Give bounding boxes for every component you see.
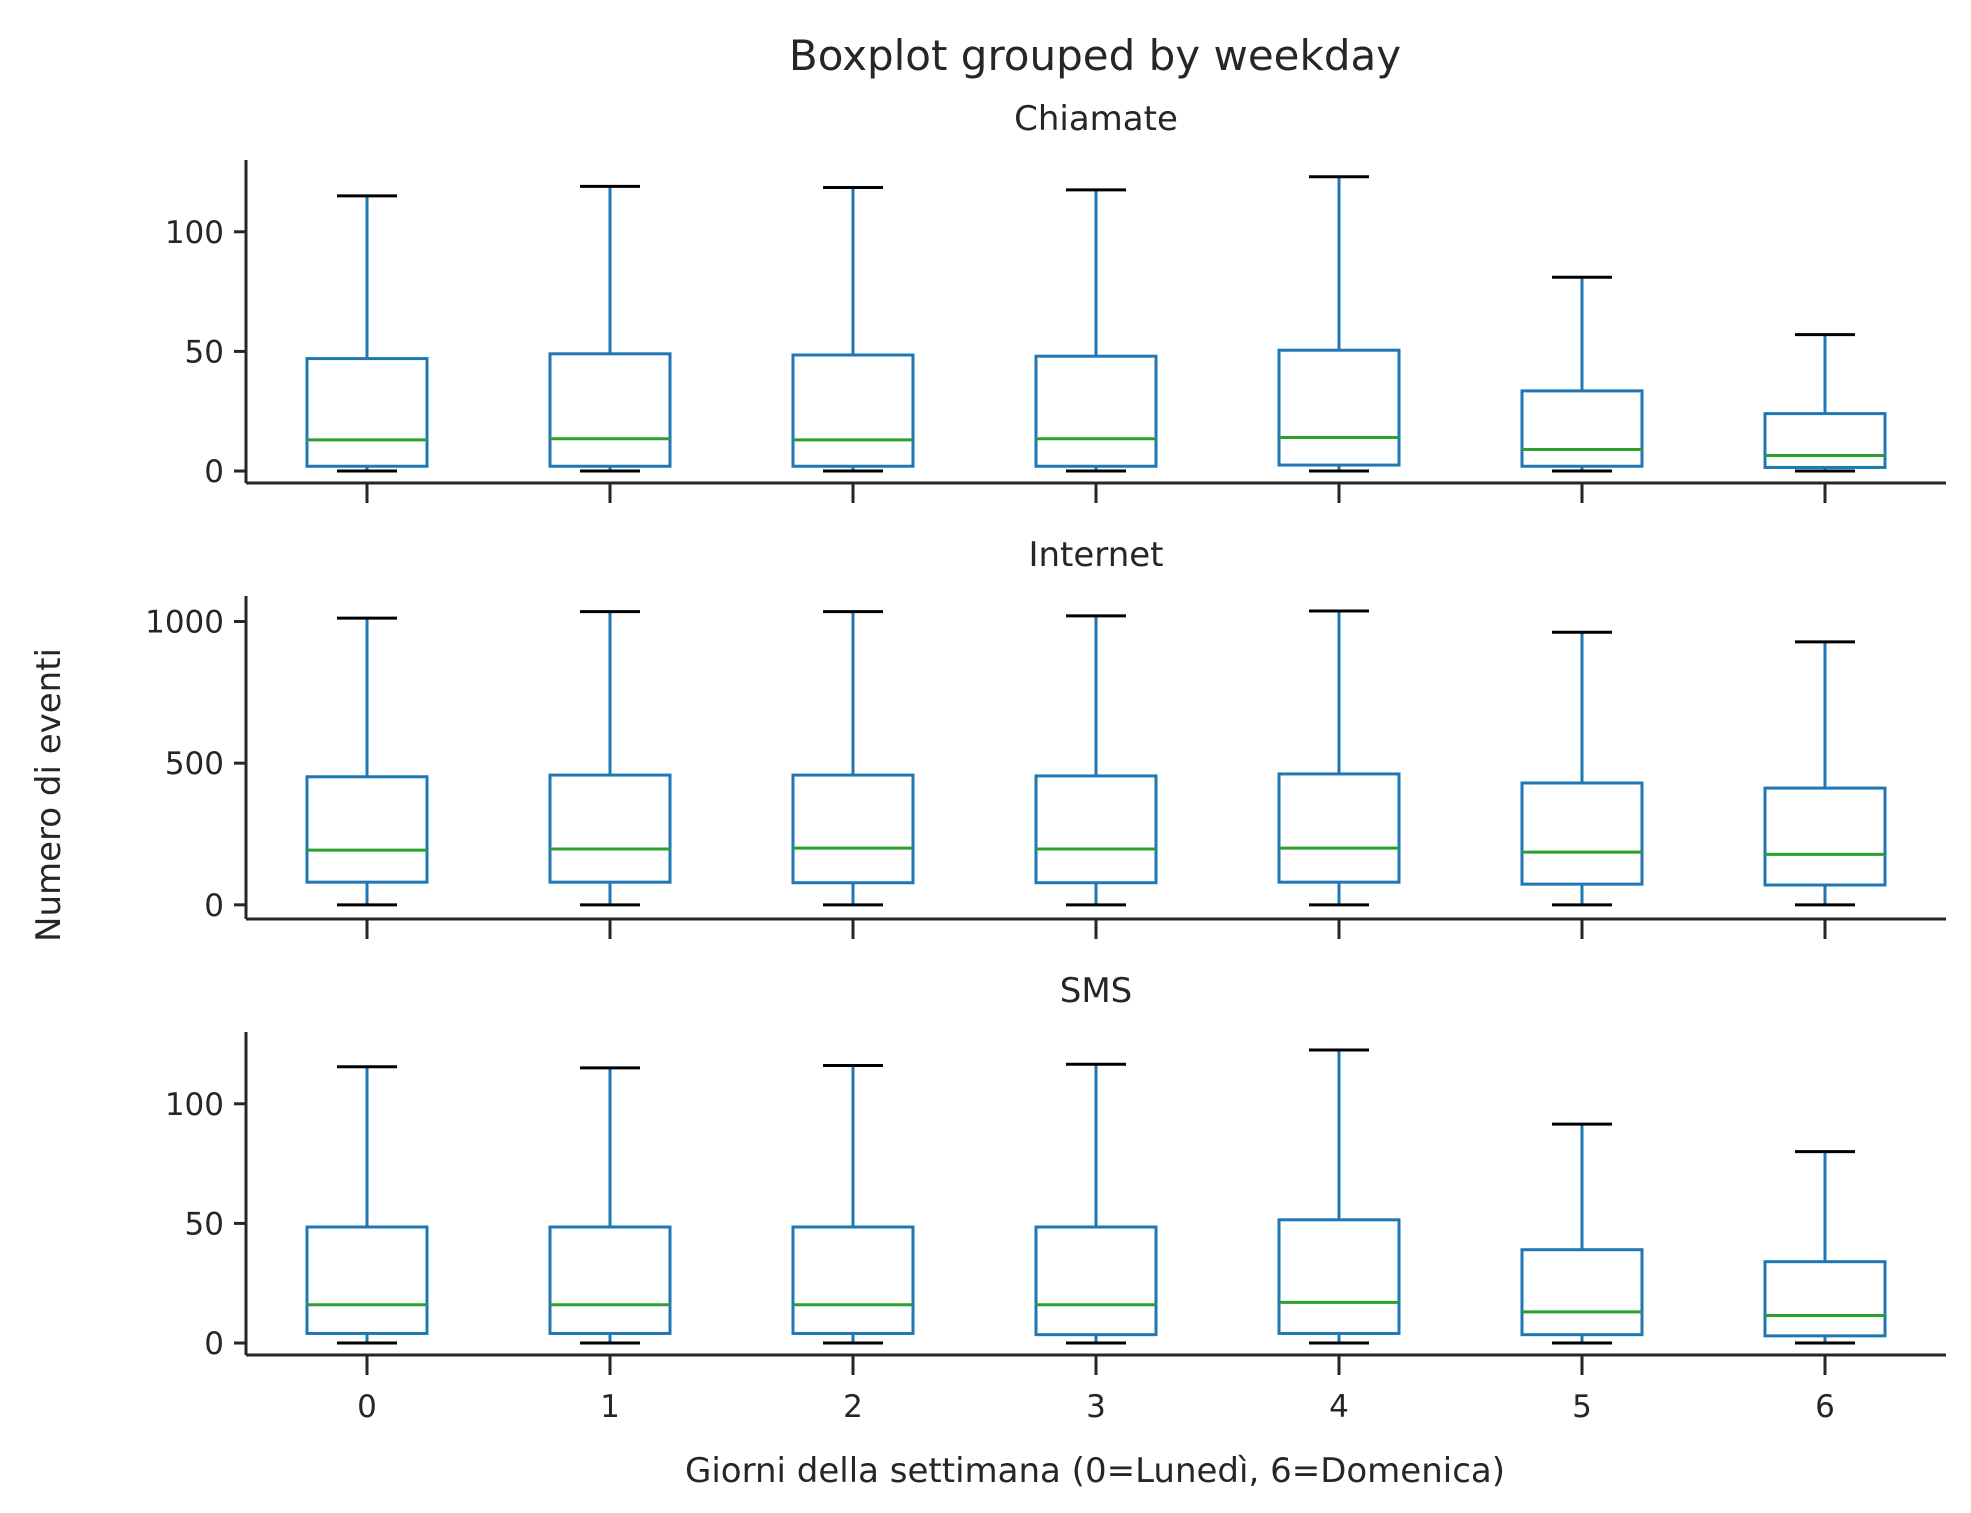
panel-sms: SMS 0 50 100 0 1 2 3 4 5 6	[165, 971, 1946, 1425]
y-tick-label: 500	[165, 746, 224, 782]
box-5	[1520, 275, 1644, 473]
box-2	[791, 610, 915, 907]
box-6	[1763, 1150, 1887, 1345]
iqr-box	[791, 1225, 915, 1335]
box-1	[548, 184, 672, 473]
box-4	[1277, 609, 1401, 907]
y-axis-label: Numero di eventi	[29, 648, 69, 942]
box-0	[305, 1065, 429, 1345]
panel-internet: Internet 0 500 1000	[145, 535, 1946, 939]
x-tick-label: 3	[1086, 1389, 1106, 1425]
panel-chiamate: Chiamate 0 50 100	[165, 99, 1946, 503]
box-3	[1034, 614, 1158, 907]
y-tick-label: 50	[185, 1206, 224, 1242]
x-axis-label: Giorni della settimana (0=Lunedì, 6=Dome…	[685, 1451, 1505, 1491]
box-1	[548, 1066, 672, 1345]
x-tick-label: 1	[600, 1389, 620, 1425]
box-6	[1763, 333, 1887, 473]
box-2	[791, 186, 915, 473]
box-4	[1277, 1048, 1401, 1345]
iqr-box	[1277, 1218, 1401, 1335]
iqr-box	[1520, 389, 1644, 468]
iqr-box	[1034, 1225, 1158, 1337]
panel-title: Chiamate	[1014, 99, 1178, 139]
iqr-box	[305, 775, 429, 884]
iqr-box	[1034, 354, 1158, 468]
box-0	[305, 616, 429, 907]
iqr-box	[791, 773, 915, 885]
iqr-box	[305, 1225, 429, 1335]
y-tick-label: 0	[204, 454, 224, 490]
iqr-box	[1520, 781, 1644, 886]
panel-title: Internet	[1028, 535, 1163, 575]
x-tick-label: 6	[1815, 1389, 1835, 1425]
iqr-box	[548, 1225, 672, 1335]
iqr-box	[1763, 786, 1887, 887]
panel-title: SMS	[1060, 971, 1133, 1011]
y-tick-label: 1000	[145, 605, 224, 641]
box-0	[305, 194, 429, 473]
y-tick-label: 100	[165, 215, 224, 251]
box-3	[1034, 188, 1158, 473]
y-tick-label: 0	[204, 888, 224, 924]
chart-title: Boxplot grouped by weekday	[789, 31, 1401, 80]
box-2	[791, 1063, 915, 1345]
iqr-box	[1277, 772, 1401, 884]
iqr-box	[1034, 774, 1158, 885]
iqr-box	[548, 773, 672, 884]
x-tick-label: 5	[1572, 1389, 1592, 1425]
iqr-box	[305, 357, 429, 468]
x-tick-label: 0	[357, 1389, 377, 1425]
box-5	[1520, 630, 1644, 907]
iqr-box	[791, 353, 915, 468]
x-tick-label: 4	[1329, 1389, 1349, 1425]
iqr-box	[1277, 348, 1401, 467]
box-5	[1520, 1122, 1644, 1345]
y-tick-label: 100	[165, 1087, 224, 1123]
box-1	[548, 610, 672, 907]
iqr-box	[1520, 1248, 1644, 1337]
box-6	[1763, 640, 1887, 907]
iqr-box	[548, 352, 672, 468]
iqr-box	[1763, 1260, 1887, 1338]
x-tick-label: 2	[843, 1389, 863, 1425]
y-tick-label: 0	[204, 1326, 224, 1362]
box-3	[1034, 1062, 1158, 1345]
box-4	[1277, 175, 1401, 473]
y-tick-label: 50	[185, 334, 224, 370]
iqr-box	[1763, 412, 1887, 469]
